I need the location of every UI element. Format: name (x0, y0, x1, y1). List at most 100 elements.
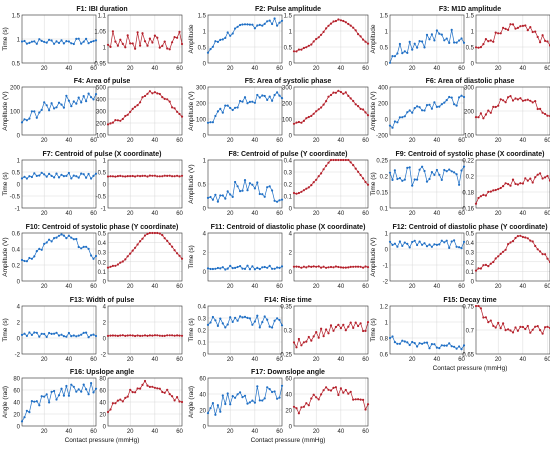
left-panel-point (55, 398, 58, 401)
right-panel-point (121, 334, 124, 337)
left-panel-axes (389, 14, 465, 64)
y-tick-label: -1 (383, 264, 389, 270)
right-panel-point (136, 174, 139, 177)
right-panel-point (126, 334, 129, 337)
right-panel-point (484, 316, 487, 319)
right-panel-point (507, 328, 510, 331)
left-panel-point (396, 342, 399, 345)
y-tick-label: 0 (385, 248, 389, 254)
left-panel-point (411, 184, 414, 187)
left-panel-point (462, 95, 466, 99)
left-panel-point (221, 322, 224, 325)
right-panel-point (344, 158, 347, 162)
right-panel-point (292, 405, 296, 408)
x-tick-label: 20 (127, 284, 134, 290)
left-panel-point (271, 22, 274, 26)
right-panel-point (511, 331, 515, 334)
right-panel-point (129, 252, 132, 255)
y-tick-label: -2 (15, 353, 21, 359)
right-panel-point (136, 334, 139, 337)
right-panel-point (477, 46, 480, 49)
x-tick-label: 60 (276, 429, 283, 435)
y-tick-label: 0 (103, 183, 107, 189)
y-tick-label: 0.5 (284, 46, 293, 52)
left-panel-point (25, 177, 28, 180)
left-panel-point (38, 247, 41, 250)
left-panel-point (241, 316, 244, 319)
y-tick-label: 0.16 (462, 207, 474, 213)
left-panel-point (251, 399, 254, 402)
left-panel-point (268, 325, 271, 328)
right-panel-point (153, 174, 156, 177)
left-panel-point (20, 121, 24, 124)
left-panel-point (258, 326, 261, 329)
left-panel-point (418, 40, 421, 43)
y-tick-label: 100 (464, 134, 475, 140)
right-panel-point (292, 191, 296, 195)
right-panel-point (354, 167, 357, 170)
left-panel-point (266, 386, 269, 389)
right-panel-point (524, 24, 527, 27)
left-panel-point (77, 388, 80, 391)
left-panel-point (251, 265, 254, 268)
right-panel-point (357, 398, 360, 401)
right-panel-point (516, 98, 520, 101)
x-tick-label: 60 (362, 284, 369, 290)
left-panel-point (256, 266, 259, 269)
left-panel-point (440, 33, 443, 36)
right-panel-point (494, 326, 497, 329)
left-panel-point (214, 114, 217, 118)
left-panel-point (80, 247, 83, 250)
right-panel-point (180, 174, 184, 177)
left-panel-point (38, 111, 41, 114)
x-tick-label: 60 (544, 284, 550, 290)
x-tick-label: 40 (152, 284, 159, 290)
y-tick-label: 300 (464, 86, 475, 92)
left-panel-point (221, 194, 224, 197)
left-panel-point (271, 326, 274, 329)
right-panel-point (519, 182, 522, 185)
right-panel-point (489, 111, 492, 114)
x-tick-label: 40 (520, 284, 527, 290)
x-tick-label: 60 (176, 66, 183, 72)
left-panel-point (62, 335, 65, 338)
right-panel-point (300, 406, 303, 409)
right-panel-point (507, 96, 510, 99)
right-panel-point (158, 334, 161, 337)
left-panel-point (85, 37, 88, 40)
x-tick-label: 20 (409, 284, 416, 290)
right-panel-point (354, 29, 357, 32)
right-panel-point (332, 91, 335, 94)
right-panel-point (312, 335, 315, 338)
left-panel-point (48, 331, 51, 335)
right-panel-point (487, 265, 490, 268)
right-panel-point (141, 383, 144, 386)
left-panel-point (206, 51, 210, 54)
right-panel-point (146, 384, 149, 387)
left-panel-point (35, 116, 38, 119)
x-tick-label: 40 (66, 284, 73, 290)
left-panel-point (462, 41, 466, 44)
y-axis-label: Amplitude (V) (2, 91, 9, 130)
left-panel-point (231, 32, 234, 35)
right-panel-point (366, 42, 370, 45)
x-tick-label: 60 (362, 357, 369, 363)
right-panel-point (302, 341, 305, 344)
left-panel-point (23, 416, 26, 419)
left-panel-point (416, 46, 419, 49)
y-tick-label: 0.7 (466, 329, 475, 335)
left-panel-point (243, 179, 247, 182)
left-panel-axes (21, 159, 97, 209)
left-panel-point (60, 103, 63, 106)
right-panel-point (352, 99, 355, 103)
left-panel-point (221, 266, 224, 269)
right-panel-point (136, 243, 139, 246)
left-panel-point (80, 390, 83, 393)
right-panel-point (529, 331, 532, 334)
right-panel-point (337, 323, 340, 326)
right-panel-point (507, 243, 510, 246)
left-panel-point (458, 183, 461, 186)
right-panel-point (521, 99, 525, 102)
right-panel-point (497, 32, 500, 35)
right-panel-point (479, 46, 482, 49)
